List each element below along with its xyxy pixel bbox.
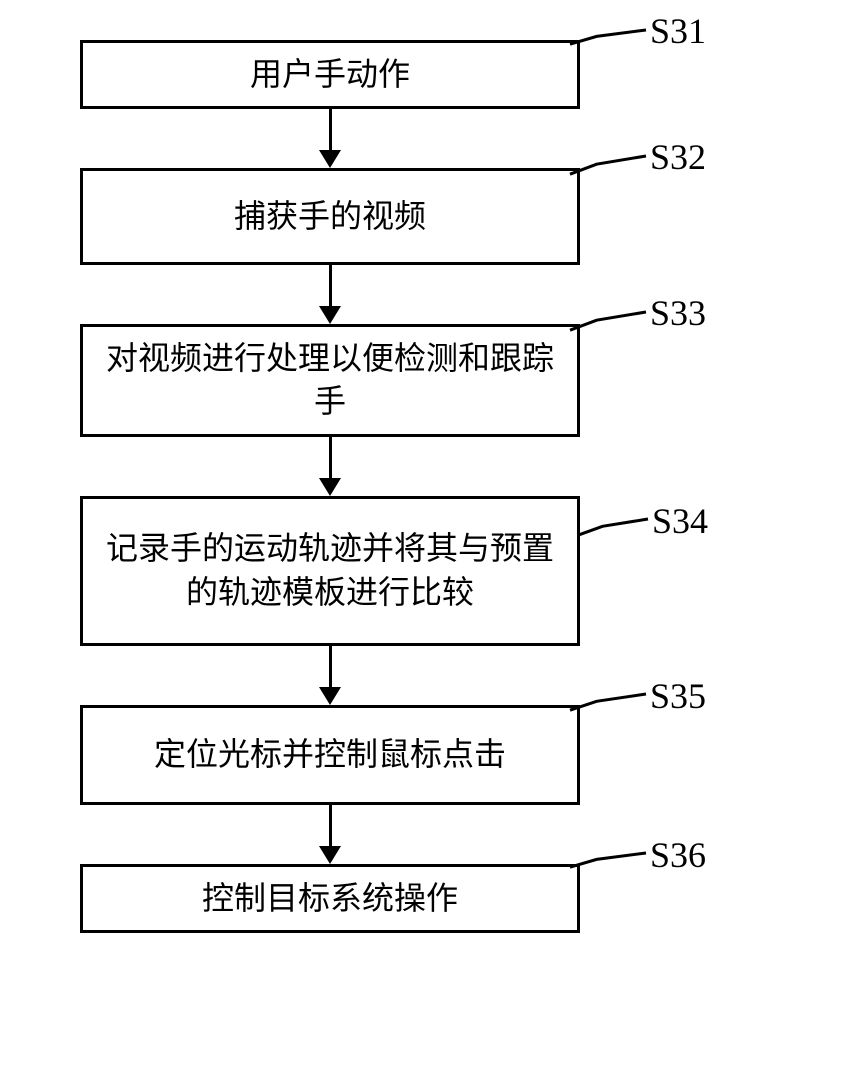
step-label: S34 xyxy=(652,500,708,542)
flow-step-s35: 定位光标并控制鼠标点击S35 xyxy=(80,705,780,805)
flow-step-s33: 对视频进行处理以便检测和跟踪手S33 xyxy=(80,324,780,436)
arrow-shaft xyxy=(329,805,332,847)
arrow-down-icon xyxy=(80,646,580,705)
arrow-down-icon xyxy=(80,109,580,168)
flow-step-s31: 用户手动作S31 xyxy=(80,40,780,109)
arrow-down-icon xyxy=(80,805,580,864)
flow-box: 用户手动作 xyxy=(80,40,580,109)
step-label: S31 xyxy=(650,10,706,52)
arrow-head xyxy=(319,846,341,864)
flow-box: 记录手的运动轨迹并将其与预置的轨迹模板进行比较 xyxy=(80,496,580,646)
flow-step-s34: 记录手的运动轨迹并将其与预置的轨迹模板进行比较 S34 xyxy=(80,496,780,646)
arrow-shaft xyxy=(329,109,332,151)
arrow-down-icon xyxy=(80,437,580,496)
arrow-shaft xyxy=(329,265,332,307)
flow-box: 定位光标并控制鼠标点击 xyxy=(80,705,580,805)
flow-box: 捕获手的视频 xyxy=(80,168,580,265)
leader-line xyxy=(568,310,648,332)
arrow-shaft xyxy=(329,646,332,688)
leader-line xyxy=(568,28,648,46)
arrow-head xyxy=(319,687,341,705)
flow-step-s36: 控制目标系统操作S36 xyxy=(80,864,780,933)
step-label: S36 xyxy=(650,834,706,876)
leader-line xyxy=(568,154,648,176)
arrow-head xyxy=(319,306,341,324)
leader-line xyxy=(568,692,648,712)
arrow-shaft xyxy=(329,437,332,479)
arrow-down-icon xyxy=(80,265,580,324)
leader-line xyxy=(576,517,650,537)
flow-box: 对视频进行处理以便检测和跟踪手 xyxy=(80,324,580,436)
arrow-head xyxy=(319,150,341,168)
leader-line xyxy=(568,851,648,869)
flow-step-s32: 捕获手的视频S32 xyxy=(80,168,780,265)
step-label: S32 xyxy=(650,136,706,178)
flowchart-container: 用户手动作S31捕获手的视频S32对视频进行处理以便检测和跟踪手S33记录手的运… xyxy=(80,40,780,933)
step-label: S33 xyxy=(650,292,706,334)
flow-box: 控制目标系统操作 xyxy=(80,864,580,933)
arrow-head xyxy=(319,478,341,496)
step-label: S35 xyxy=(650,675,706,717)
